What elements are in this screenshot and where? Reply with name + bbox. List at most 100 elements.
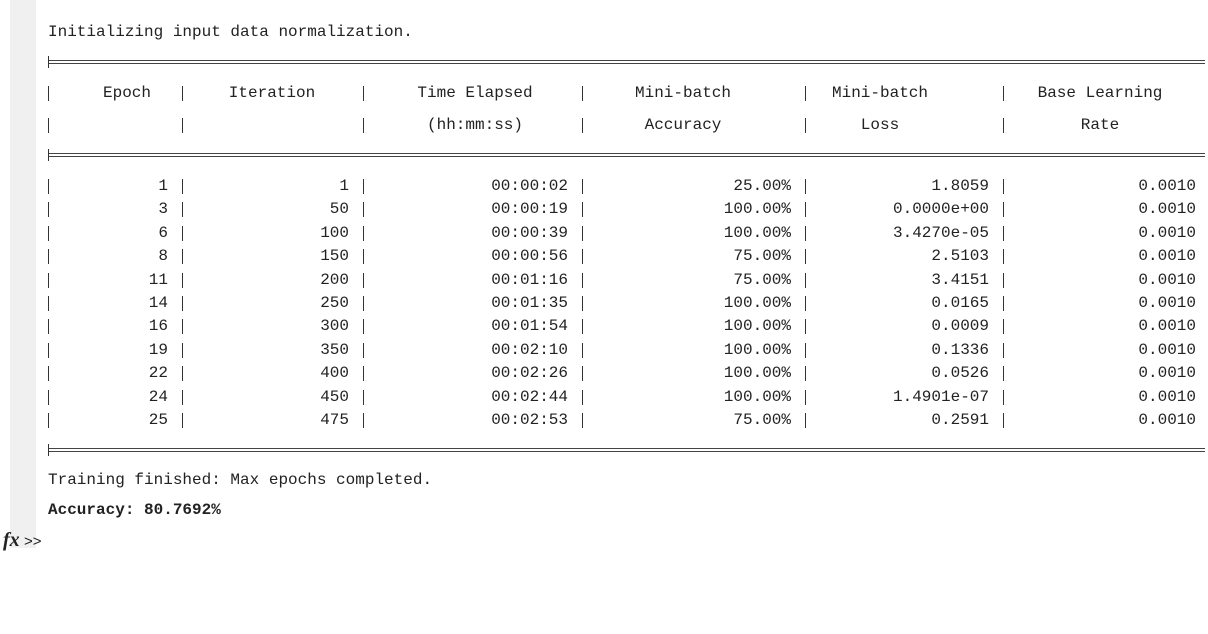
cell: 50 <box>329 200 349 219</box>
cell: 0.0165 <box>931 294 989 312</box>
separator-edge <box>48 444 49 456</box>
column-divider <box>363 225 364 241</box>
header-cell: Mini-batch <box>831 84 929 102</box>
column-divider <box>182 389 183 405</box>
column-divider <box>805 202 806 218</box>
column-divider <box>363 296 364 311</box>
cell: 0.2591 <box>931 411 989 429</box>
cell: 19 <box>148 340 168 359</box>
column-divider <box>582 366 583 382</box>
column-divider <box>363 342 364 358</box>
column-divider <box>182 225 183 241</box>
cell: 6 <box>158 223 168 242</box>
column-divider <box>1003 202 1004 218</box>
fx-icon: fx <box>3 529 20 551</box>
column-divider <box>582 413 583 428</box>
column-divider <box>805 413 806 428</box>
cell: 00:02:44 <box>491 387 568 406</box>
column-divider <box>182 202 183 218</box>
cell: 1.8059 <box>931 177 989 195</box>
column-divider <box>805 319 806 335</box>
column-divider <box>582 296 583 311</box>
column-divider <box>1003 118 1004 133</box>
column-divider <box>182 319 183 335</box>
column-divider <box>1003 179 1004 194</box>
column-divider <box>805 118 806 133</box>
accuracy-line: Accuracy: 80.7692% <box>48 501 221 519</box>
column-divider <box>363 272 364 288</box>
cell: 00:01:16 <box>491 270 568 289</box>
cell: 24 <box>148 387 168 406</box>
cell: 100.00% <box>723 294 791 312</box>
cell: 100.00% <box>723 200 791 219</box>
cell: 300 <box>320 317 349 336</box>
cell: 475 <box>320 411 349 429</box>
cell: 75.00% <box>733 270 791 289</box>
cell: 1.4901e-07 <box>892 387 989 406</box>
column-divider <box>363 179 364 194</box>
column-divider <box>1003 389 1004 405</box>
column-divider <box>1003 366 1004 382</box>
column-divider <box>1003 413 1004 428</box>
column-divider <box>805 296 806 311</box>
cell: 22 <box>148 364 168 383</box>
finished-line: Training finished: Max epochs completed. <box>48 471 433 489</box>
column-divider <box>805 225 806 241</box>
cell: 100.00% <box>723 387 791 406</box>
column-divider <box>1003 225 1004 241</box>
column-divider <box>1003 86 1004 101</box>
column-divider <box>805 342 806 358</box>
separator <box>48 60 1205 64</box>
cell: 00:02:10 <box>491 340 568 359</box>
cell: 00:01:54 <box>491 317 568 336</box>
column-divider <box>805 366 806 382</box>
column-divider <box>363 249 364 265</box>
column-divider <box>582 179 583 194</box>
cell: 450 <box>320 387 349 406</box>
column-divider <box>48 118 49 133</box>
cell: 0.0010 <box>1138 270 1196 289</box>
column-divider <box>805 179 806 194</box>
cell: 0.0010 <box>1138 223 1196 242</box>
cell: 75.00% <box>733 411 791 429</box>
column-divider <box>48 319 49 335</box>
cell: 2.5103 <box>931 247 989 266</box>
column-divider <box>1003 319 1004 335</box>
cell: 100.00% <box>723 223 791 242</box>
cell: 00:01:35 <box>491 294 568 312</box>
cell: 1 <box>158 177 168 195</box>
column-divider <box>48 389 49 405</box>
column-divider <box>48 413 49 428</box>
column-divider <box>48 249 49 265</box>
cell: 200 <box>320 270 349 289</box>
cell: 1 <box>339 177 349 195</box>
header-cell: Iteration <box>228 84 316 102</box>
cell: 100.00% <box>723 340 791 359</box>
cell: 0.0010 <box>1138 247 1196 266</box>
header-cell: Rate <box>1080 116 1120 134</box>
cell: 3 <box>158 200 168 219</box>
cell: 0.1336 <box>931 340 989 359</box>
cell: 0.0010 <box>1138 177 1196 195</box>
column-divider <box>182 272 183 288</box>
gutter <box>10 0 36 548</box>
cell: 14 <box>148 294 168 312</box>
cell: 25.00% <box>733 177 791 195</box>
header-cell: Epoch <box>102 84 152 102</box>
column-divider <box>363 118 364 133</box>
separator-edge <box>48 56 49 68</box>
cell: 100.00% <box>723 317 791 336</box>
cell: 3.4270e-05 <box>892 223 989 242</box>
separator-edge <box>48 149 49 161</box>
column-divider <box>182 366 183 382</box>
column-divider <box>805 272 806 288</box>
cell: 00:00:39 <box>491 223 568 242</box>
cell: 0.0010 <box>1138 294 1196 312</box>
init-line: Initializing input data normalization. <box>48 23 413 41</box>
header-cell: Time Elapsed <box>417 84 533 102</box>
column-divider <box>182 179 183 194</box>
cell: 250 <box>320 294 349 312</box>
cell: 25 <box>148 411 168 429</box>
separator <box>48 153 1205 157</box>
